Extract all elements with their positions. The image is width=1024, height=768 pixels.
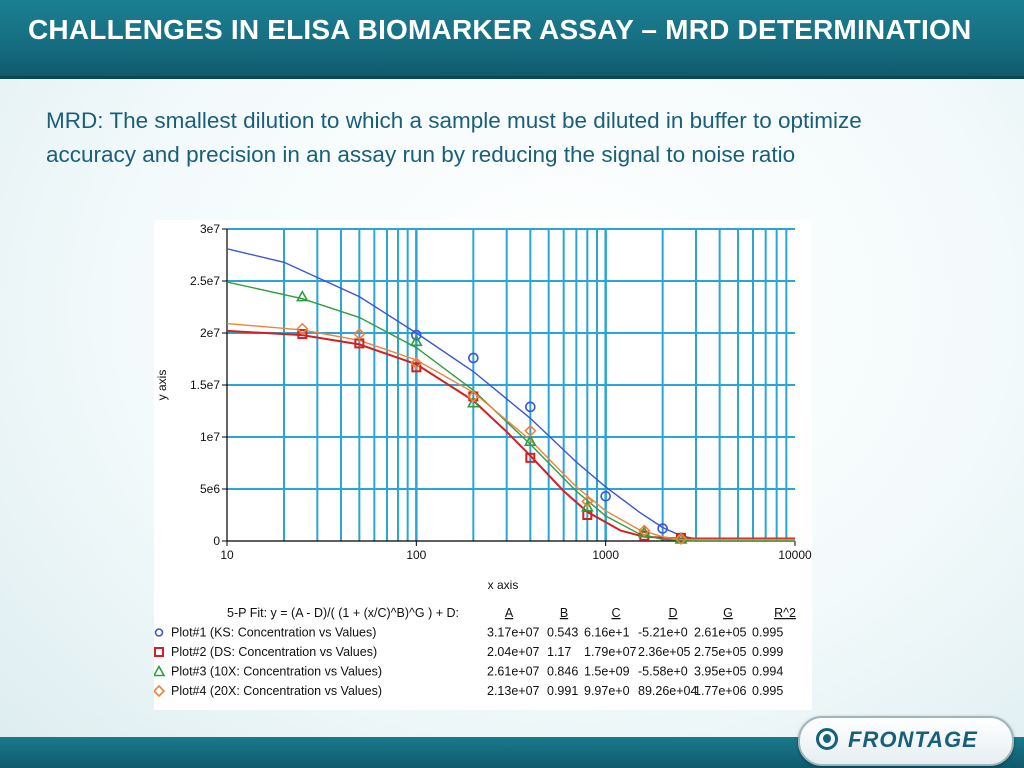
series-4-point [296,322,309,335]
series-4-point [581,495,594,508]
y-axis-label: y axis [155,370,169,401]
series-4-point [524,424,537,437]
fit-param-3-5: 3.95e+05 [694,665,747,679]
y-tick-label: 1.5e7 [190,378,220,392]
series-2-point [525,452,536,463]
y-tick-label: 1e7 [200,430,220,444]
series-3-point [466,396,480,408]
series-1-fit-curve [227,248,795,540]
series-4-point [410,357,423,370]
x-tick-label: 10 [220,548,234,562]
legend-marker-2 [154,647,164,657]
legend-label-4: Plot#4 (20X: Concentration vs Values) [171,684,382,698]
fit-param-2-2: 1.17 [547,645,571,659]
legend-label-3: Plot#3 (10X: Concentration vs Values) [171,665,382,679]
dose-response-chart: 0 5e6 1e7 1.5e7 2e7 2.5e7 3e7 10 100 1000 10000 x a… [152,222,812,698]
param-header-c: C [611,606,620,620]
series-4-fit-curve [227,322,795,541]
fit-param-1-5: 2.61e+05 [694,626,747,640]
param-header-g: G [723,606,733,620]
param-header-b: B [560,606,568,620]
series-3-point [409,334,423,347]
legend-label-1: Plot#1 (KS: Concentration vs Values) [171,626,376,640]
y-tick-label: 0 [213,534,220,548]
legend-label-2: Plot#2 (DS: Concentration vs Values) [171,645,377,659]
fit-param-3-3: 1.5e+09 [584,665,630,679]
frontage-logo-text: FRONTAGE [848,727,978,752]
series-1-point [468,352,479,364]
series-3-point [523,434,537,446]
series-1-point [657,523,668,534]
slide-header: CHALLENGES IN ELISA BIOMARKER ASSAY – MR… [0,0,1024,79]
series-1-point [411,329,422,341]
series-1-point [525,401,536,413]
fit-param-1-3: 6.16e+1 [584,626,630,640]
fit-param-3-1: 2.61e+07 [487,665,540,679]
x-tick-label: 1000 [592,548,619,562]
slide-title: CHALLENGES IN ELISA BIOMARKER ASSAY – MR… [28,14,972,45]
series-2-point [297,329,308,340]
series-4-point [674,532,688,546]
fit-param-4-6: 0.995 [752,684,783,698]
fit-param-4-3: 9.97e+0 [584,684,630,698]
x-tick-label: 10000 [778,548,812,562]
x-tick-label: 100 [406,548,426,562]
series-1-point [600,490,611,502]
legend-marker-3 [152,664,166,677]
param-header-a: A [505,606,514,620]
series-3-fit-curve [227,281,795,542]
legend-marker-1 [154,628,164,637]
frontage-logo: FRONTAGE [798,716,1014,766]
fit-param-1-1: 3.17e+07 [487,626,540,640]
fit-param-4-4: 89.26e+04 [638,684,697,698]
series-4-point [353,327,366,341]
series-4-point [467,390,480,403]
fit-param-2-4: 2.36e+05 [638,645,691,659]
param-header-d: D [668,606,677,620]
fit-param-2-1: 2.04e+07 [487,645,540,659]
y-tick-label: 2e7 [200,326,220,340]
fit-param-4-1: 2.13e+07 [487,684,540,698]
y-tick-label: 3e7 [200,222,220,236]
series-4-point [638,524,651,537]
frontage-logo-icon [816,728,838,750]
fit-param-2-6: 0.999 [752,645,783,659]
x-axis-label: x axis [488,578,519,592]
fit-param-2-5: 2.75e+05 [694,645,747,659]
fit-param-4-5: 1.77e+06 [694,684,747,698]
series-2-point [411,362,422,373]
fit-param-4-2: 0.991 [547,684,578,698]
fit-param-3-4: -5.58e+0 [638,665,688,679]
param-header-r-2: R^2 [774,606,796,620]
legend-marker-4 [152,684,166,698]
fit-param-1-4: -5.21e+0 [638,626,688,640]
fit-param-3-6: 0.994 [752,665,783,679]
y-tick-label: 5e6 [200,482,220,496]
fit-param-1-2: 0.543 [547,626,578,640]
fit-param-2-3: 1.79e+07 [584,645,637,659]
chart-panel: 0 5e6 1e7 1.5e7 2e7 2.5e7 3e7 10 100 1000 10000 x a… [152,220,812,710]
fit-equation-header: 5-P Fit: y = (A - D)/( (1 + (x/C)^B)^G )… [227,606,459,620]
fit-param-3-2: 0.846 [547,665,578,679]
mrd-definition-text: MRD: The smallest dilution to which a sa… [46,108,862,167]
series-3-point [580,500,594,512]
y-tick-label: 2.5e7 [190,274,220,288]
fit-param-1-6: 0.995 [752,626,783,640]
series-3-point [295,289,309,302]
